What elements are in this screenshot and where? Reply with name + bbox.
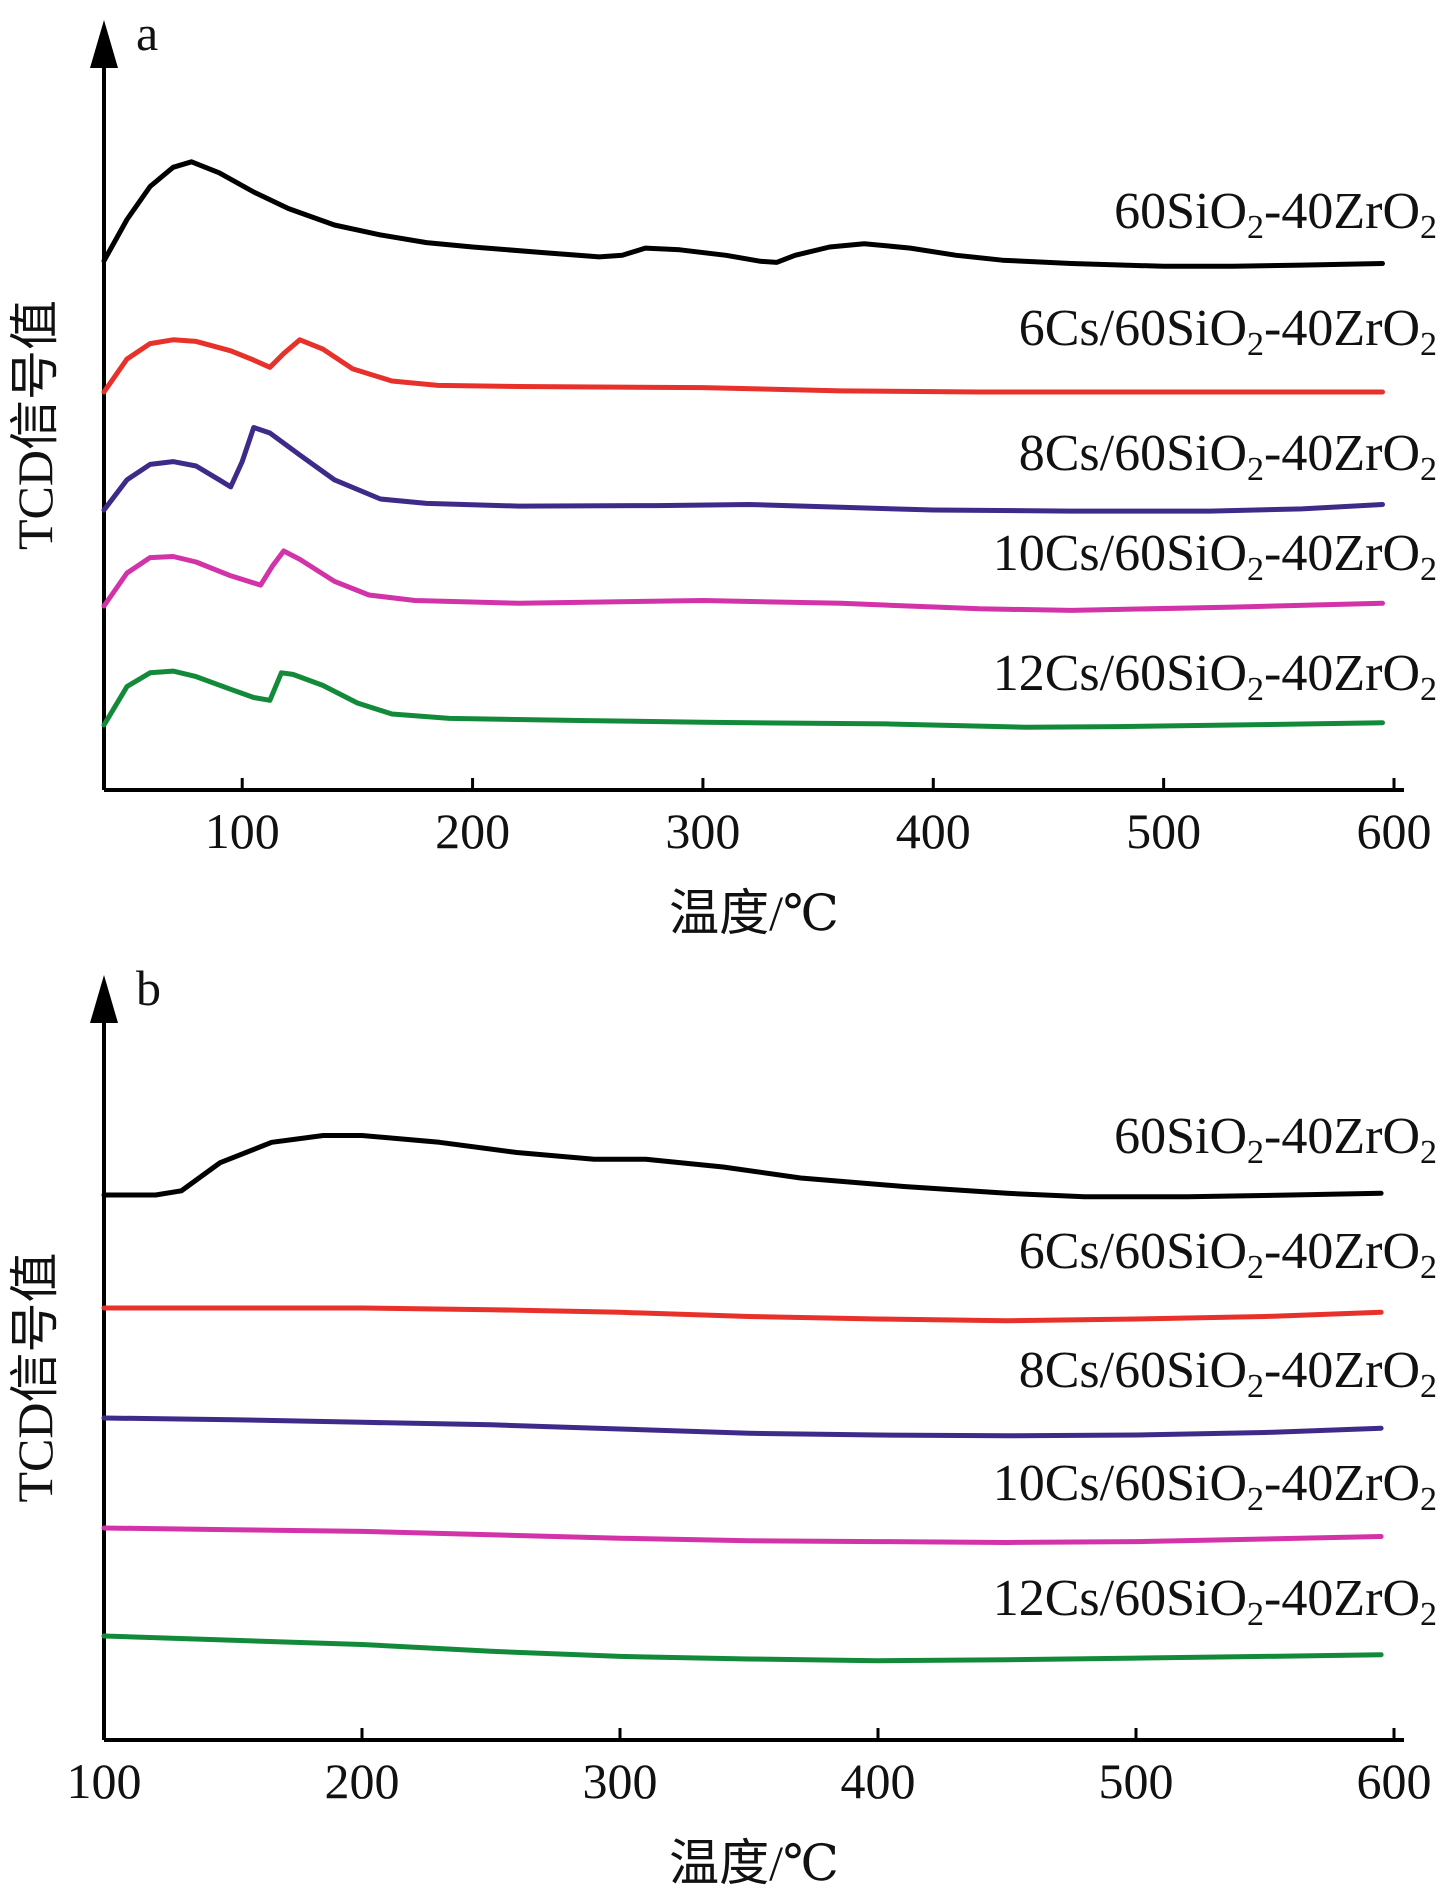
y-axis-title: TCD信号值 (7, 300, 63, 550)
panel-label: a (136, 5, 158, 61)
panel-b: b 100 200 300 400 500 600 温度/℃ TCD信号值 60SiO2-40Zr… (7, 960, 1437, 1890)
x-tick-label: 200 (325, 1753, 400, 1809)
series-line (101, 1525, 1384, 1545)
x-tick-label: 400 (841, 1753, 916, 1809)
x-axis-title: 温度/℃ (669, 885, 839, 941)
x-tick-label: 500 (1099, 1753, 1174, 1809)
x-tick-label: 200 (435, 803, 510, 859)
series-label: 10Cs/60SiO2-40ZrO2 (993, 525, 1437, 588)
series-label: 8Cs/60SiO2-40ZrO2 (1019, 1342, 1437, 1405)
panel-a: a 100 200 300 400 500 600 温度/℃ TCD信号值 60SiO2-40Zr… (7, 5, 1437, 941)
series-label: 12Cs/60SiO2-40ZrO2 (993, 645, 1437, 708)
series-line (101, 425, 1385, 514)
x-tick-label: 100 (67, 1753, 142, 1809)
y-axis-arrow (90, 975, 118, 1023)
series-label: 6Cs/60SiO2-40ZrO2 (1019, 1223, 1437, 1286)
x-tick-label: 600 (1357, 803, 1432, 859)
series-label: 60SiO2-40ZrO2 (1114, 183, 1437, 246)
series-line (101, 668, 1385, 730)
series-line (101, 1133, 1384, 1200)
x-tick-label: 400 (896, 803, 971, 859)
series-line (101, 337, 1385, 395)
series-line (101, 548, 1385, 613)
series-line (101, 159, 1385, 269)
series-line (101, 1633, 1384, 1664)
x-axis-title: 温度/℃ (669, 1835, 839, 1890)
series-label: 6Cs/60SiO2-40ZrO2 (1019, 300, 1437, 363)
x-tick-label: 500 (1126, 803, 1201, 859)
series-label: 60SiO2-40ZrO2 (1114, 1108, 1437, 1171)
series-label: 10Cs/60SiO2-40ZrO2 (993, 1455, 1437, 1518)
y-axis-arrow (90, 20, 118, 68)
series-line (101, 1305, 1384, 1324)
series-label: 12Cs/60SiO2-40ZrO2 (993, 1570, 1437, 1633)
y-axis-title: TCD信号值 (7, 1253, 63, 1503)
x-tick-label: 300 (583, 1753, 658, 1809)
panel-label: b (136, 960, 161, 1016)
series-line (101, 1415, 1384, 1439)
x-tick-label: 600 (1357, 1753, 1432, 1809)
series-label: 8Cs/60SiO2-40ZrO2 (1019, 425, 1437, 488)
x-tick-label: 100 (205, 803, 280, 859)
x-tick-label: 300 (665, 803, 740, 859)
